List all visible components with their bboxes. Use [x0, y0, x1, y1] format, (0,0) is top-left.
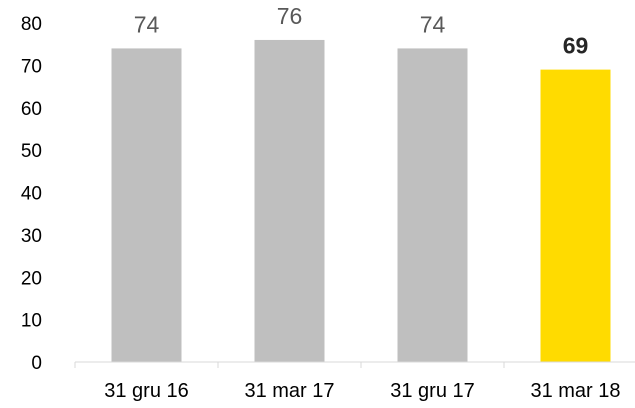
bar-4: [540, 69, 611, 363]
y-tick-label: 80: [21, 14, 42, 35]
y-tick-label: 20: [21, 268, 42, 289]
y-tick-label: 0: [31, 353, 42, 374]
category-label: 31 gru 17: [390, 380, 475, 402]
data-label-2: 76: [277, 3, 303, 29]
bars: [111, 39, 611, 363]
bar-2: [254, 39, 325, 362]
data-label-4: 69: [563, 33, 589, 59]
x-axis-ticks: [74, 362, 505, 368]
category-labels: 31 gru 16 31 mar 17 31 gru 17 31 mar 18: [104, 380, 620, 402]
y-tick-label: 50: [21, 141, 42, 162]
y-tick-label: 40: [21, 184, 42, 205]
bar-1: [111, 48, 182, 363]
y-tick-label: 10: [21, 311, 42, 332]
category-label: 31 mar 17: [244, 380, 334, 402]
y-tick-label: 70: [21, 56, 42, 77]
y-tick-label: 60: [21, 99, 42, 120]
data-label-1: 74: [134, 11, 160, 37]
y-tick-label: 30: [21, 226, 42, 247]
data-label-3: 74: [420, 11, 446, 37]
y-axis-ticks: 0 10 20 30 40 50 60 70 80: [21, 14, 42, 374]
bar-3: [397, 48, 468, 363]
data-labels: 74 76 74 69: [134, 3, 589, 59]
category-label: 31 mar 18: [530, 380, 620, 402]
category-label: 31 gru 16: [104, 380, 189, 402]
